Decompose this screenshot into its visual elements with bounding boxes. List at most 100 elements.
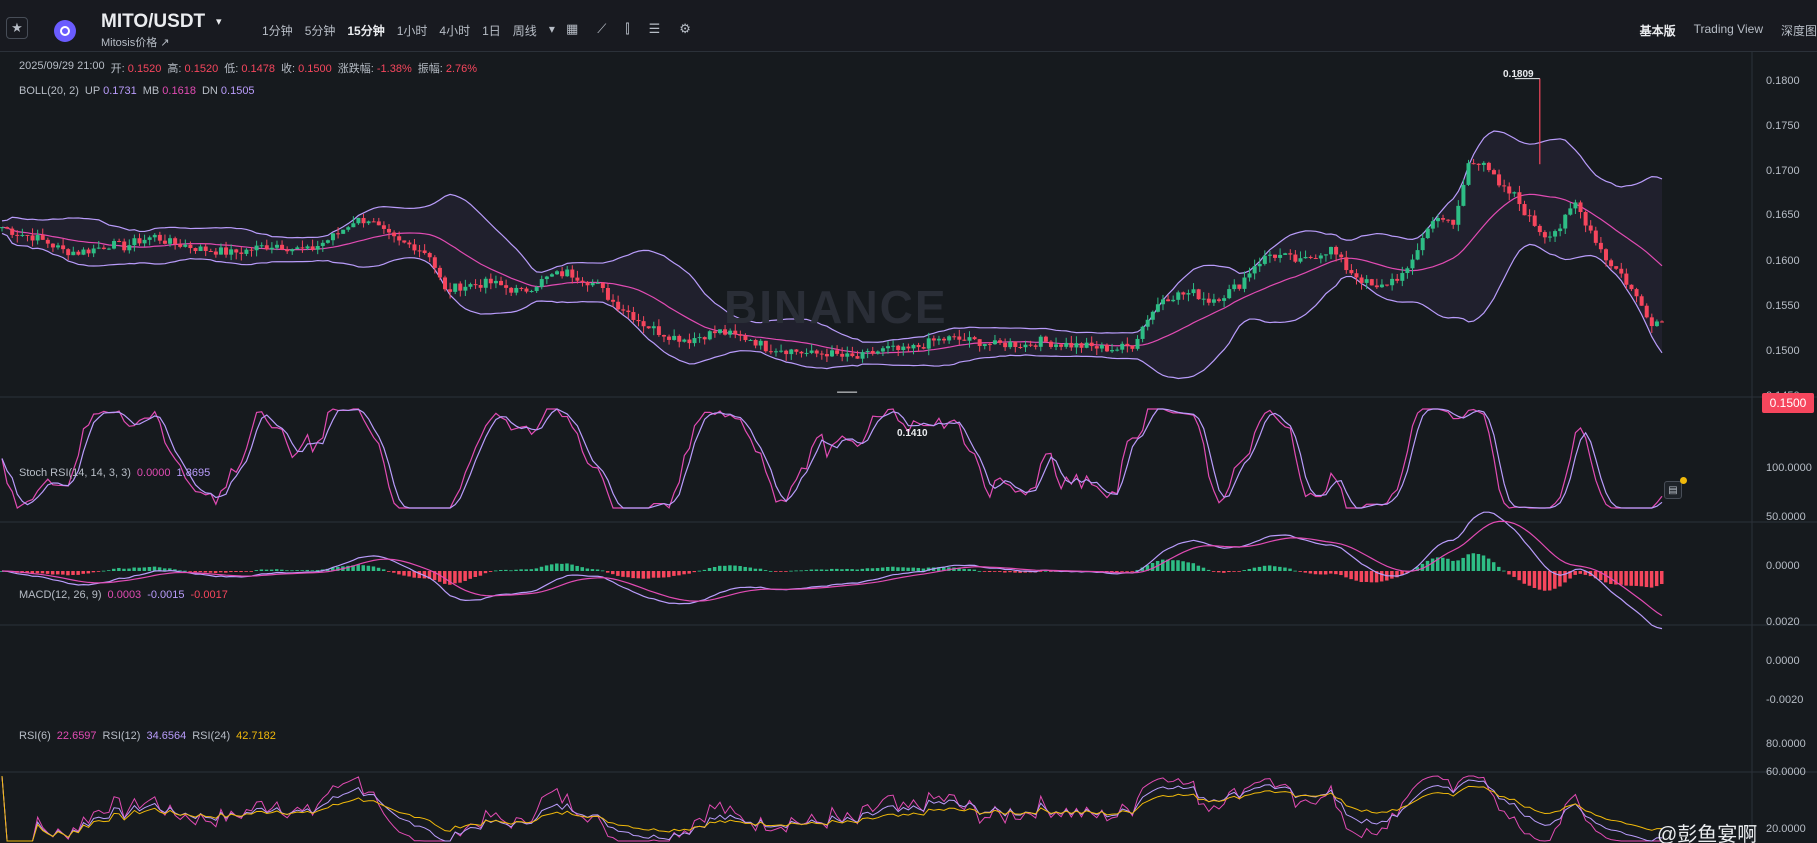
interval-4h[interactable]: 4小时 — [439, 24, 471, 38]
macd-hist-bar — [743, 566, 747, 571]
price-axis-tick: 0.1550 — [1766, 300, 1800, 312]
candle-body — [814, 350, 819, 354]
kline-chart-canvas[interactable] — [0, 52, 1817, 843]
macd-hist-bar — [835, 568, 839, 571]
macd-hist-bar — [626, 571, 630, 578]
view-tradingview[interactable]: Trading View — [1693, 22, 1763, 36]
candle-body — [1191, 289, 1196, 294]
candle-body — [493, 280, 498, 284]
macd-hist-bar — [1441, 557, 1445, 571]
candle-body — [1115, 349, 1120, 351]
candle-body — [560, 271, 565, 277]
macd-hist-bar — [1563, 571, 1567, 583]
rsi-axis-tick: 80.0000 — [1766, 738, 1806, 750]
more-intervals-caret[interactable]: ▾ — [548, 22, 555, 36]
candle-body — [198, 246, 203, 252]
macd-hist-bar — [432, 571, 437, 581]
candle-body — [697, 337, 702, 339]
macd-hist-bar — [183, 570, 187, 572]
candle-body — [402, 240, 407, 243]
macd-hist-bar — [712, 567, 717, 571]
candle-body — [631, 312, 636, 320]
macd-hist-bar — [40, 571, 45, 574]
macd-hist-bar — [641, 571, 646, 579]
candle-body — [101, 247, 106, 249]
candle-body — [1048, 341, 1053, 347]
macd-axis-tick: 0.0020 — [1766, 616, 1800, 628]
kline-chart[interactable]: BINANCE 2025/09/29 21:00 开: 0.1520 高: 0.… — [0, 52, 1817, 843]
candle-body — [539, 279, 544, 287]
macd-hist-bar — [611, 571, 615, 575]
coin-info-link[interactable]: Mitosis价格 ↗ — [101, 37, 170, 49]
view-depth[interactable]: 深度图 — [1780, 24, 1817, 38]
macd-hist-bar — [1344, 571, 1348, 578]
boll-legend[interactable]: BOLL(20, 2) UP 0.1731 MB 0.1618 DN 0.150… — [19, 85, 255, 97]
macd-hist-bar — [1624, 571, 1628, 586]
macd-hist-bar — [351, 565, 355, 571]
candle-body — [1110, 350, 1115, 352]
binance-watermark: BINANCE — [724, 281, 948, 333]
indicators-icon[interactable]: ☰ — [648, 21, 661, 36]
macd-hist-bar — [213, 571, 218, 574]
macd-hist-bar — [1553, 571, 1557, 589]
alert-book-icon[interactable]: ▤ — [1664, 481, 1682, 499]
macd-hist-bar — [1476, 554, 1481, 571]
candle-body — [702, 337, 707, 340]
candle-body — [677, 335, 682, 342]
macd-hist-bar — [1288, 568, 1292, 571]
macd-hist-bar — [218, 571, 223, 573]
macd-hist-bar — [122, 568, 126, 571]
drawing-tools-icon[interactable]: ⟋ — [597, 21, 607, 36]
macd-hist-bar — [1644, 571, 1649, 588]
candle-body — [942, 338, 947, 341]
candle-body — [1125, 343, 1130, 346]
candle-body — [1634, 289, 1639, 297]
candle-body — [1542, 232, 1547, 238]
calendar-icon[interactable]: ▦ — [566, 21, 579, 36]
macd-hist-bar — [992, 571, 997, 572]
candle-body — [1054, 344, 1059, 347]
candle-body — [1186, 293, 1191, 295]
macd-hist-bar — [682, 571, 686, 575]
macd-hist-bar — [1558, 571, 1562, 587]
interval-1m[interactable]: 1分钟 — [262, 24, 293, 38]
macd-hist-bar — [763, 570, 768, 571]
candle-body — [865, 350, 870, 353]
chart-type-icon[interactable]: ⫿ — [625, 21, 630, 36]
macd-hist-bar — [1451, 560, 1455, 571]
interval-5m[interactable]: 5分钟 — [304, 24, 336, 38]
stoch-legend[interactable]: Stoch RSI(14, 14, 3, 3) 0.0000 1.8695 — [19, 467, 210, 479]
macd-hist-bar — [1542, 571, 1547, 591]
candle-body — [1155, 304, 1160, 312]
macd-hist-bar — [229, 571, 233, 573]
interval-15m[interactable]: 15分钟 — [347, 24, 385, 38]
candle-body — [1278, 254, 1283, 258]
pair-title[interactable]: MITO/USDT — [101, 11, 206, 32]
rsi-legend[interactable]: RSI(6) 22.6597 RSI(12) 34.6564 RSI(24) 4… — [19, 730, 276, 742]
candle-body — [463, 286, 468, 291]
candle-body — [962, 339, 967, 341]
macd-legend[interactable]: MACD(12, 26, 9) 0.0003 -0.0015 -0.0017 — [19, 589, 228, 601]
stoch-name: Stoch RSI(14, 14, 3, 3) — [19, 467, 131, 479]
chevron-down-icon[interactable]: ▾ — [216, 16, 222, 28]
candle-body — [71, 251, 76, 256]
view-basic[interactable]: 基本版 — [1639, 24, 1676, 38]
candle-body — [1028, 344, 1033, 346]
macd-hist-bar — [534, 568, 539, 571]
macd-hist-bar — [1532, 571, 1537, 588]
candle-body — [366, 221, 371, 224]
macd-hist-bar — [1481, 555, 1486, 571]
candle-body — [687, 339, 692, 344]
favorite-star-icon[interactable]: ★ — [6, 17, 28, 39]
macd-hist-bar — [1130, 571, 1134, 572]
interval-1w[interactable]: 周线 — [512, 24, 537, 38]
candle-body — [570, 269, 575, 278]
interval-1d[interactable]: 1日 — [482, 24, 501, 38]
interval-1h[interactable]: 1小时 — [396, 24, 428, 38]
macd-hist-bar — [1048, 571, 1053, 572]
candle-body — [1451, 219, 1456, 225]
settings-gear-icon[interactable]: ⚙ — [679, 21, 691, 36]
macd-hist-bar — [1278, 566, 1282, 571]
macd-hist-bar — [1216, 571, 1221, 573]
macd-hist-bar — [422, 571, 427, 579]
